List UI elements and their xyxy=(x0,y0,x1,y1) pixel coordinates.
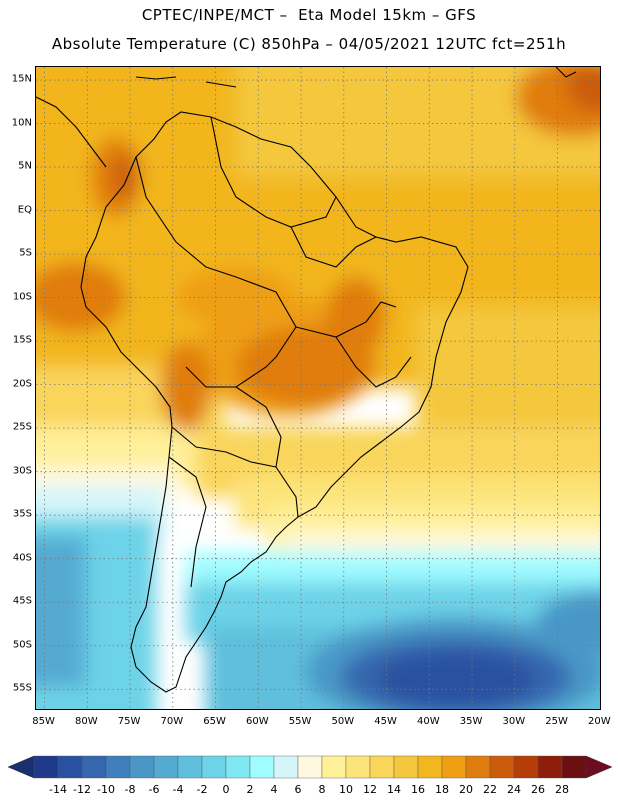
colorbar-swatch xyxy=(33,755,59,779)
lat-tick-label: 5N xyxy=(18,160,32,172)
temperature-colorbar xyxy=(7,755,613,779)
lat-tick-label: 10S xyxy=(12,291,32,303)
lon-tick-label: 35W xyxy=(459,716,483,727)
lat-tick-label: 45S xyxy=(12,595,32,607)
lat-tick-label: 30S xyxy=(12,465,32,477)
lon-tick-label: 45W xyxy=(374,716,397,727)
colorbar-tick-label: 18 xyxy=(435,783,449,796)
colorbar-tick-label: 22 xyxy=(483,783,497,796)
lat-lon-grid xyxy=(36,67,600,709)
colorbar-swatch xyxy=(177,755,203,779)
coastline-and-borders xyxy=(36,67,577,693)
lat-tick-label: 5S xyxy=(19,247,32,259)
colorbar-tick-label: 28 xyxy=(555,783,569,796)
colorbar-tick-label: -6 xyxy=(148,783,160,796)
temperature-field xyxy=(36,67,600,709)
lon-tick-label: 55W xyxy=(288,716,312,727)
colorbar-tick-label: 10 xyxy=(339,783,353,796)
lon-tick-label: 70W xyxy=(160,716,184,727)
colorbar-tick-label: -8 xyxy=(124,783,136,796)
colorbar-tick-label: 16 xyxy=(411,783,425,796)
lat-tick-label: 50S xyxy=(12,639,32,651)
colorbar-tick-label: 4 xyxy=(270,783,278,796)
lon-tick-label: 85W xyxy=(32,716,55,727)
colorbar-tick-label: 12 xyxy=(363,783,377,796)
colorbar-swatch xyxy=(561,755,587,779)
lon-tick-label: 80W xyxy=(74,716,98,727)
colorbar-tick-label: 24 xyxy=(507,783,521,796)
colorbar-tick-label: -2 xyxy=(196,783,208,796)
lat-tick-label: 35S xyxy=(12,508,32,520)
map-canvas xyxy=(36,67,600,709)
colorbar-tick-label: -14 xyxy=(49,783,67,796)
lat-tick-label: 25S xyxy=(12,421,32,433)
colorbar-swatch xyxy=(321,755,347,779)
colorbar-tick-label: 2 xyxy=(246,783,254,796)
colorbar-swatch xyxy=(417,755,443,779)
lon-tick-label: 75W xyxy=(117,716,141,727)
lon-tick-label: 40W xyxy=(416,716,440,727)
lat-tick-label: 55S xyxy=(12,682,32,694)
colorbar-high-arrow xyxy=(585,755,613,779)
colorbar-swatch xyxy=(273,755,299,779)
lon-tick-label: 25W xyxy=(545,716,568,727)
colorbar-swatch xyxy=(105,755,131,779)
colorbar-tick-label: 8 xyxy=(318,783,326,796)
colorbar-swatch xyxy=(513,755,539,779)
colorbar-tick-label: 0 xyxy=(222,783,230,796)
colorbar-swatch xyxy=(441,755,467,779)
colorbar-swatch xyxy=(81,755,107,779)
map-title-line-2: Absolute Temperature (C) 850hPa – 04/05/… xyxy=(51,35,567,53)
lon-tick-label: 50W xyxy=(331,716,355,727)
colorbar-tick-label: -10 xyxy=(97,783,115,796)
colorbar-tick-label: 26 xyxy=(531,783,545,796)
colorbar-low-arrow xyxy=(7,755,35,779)
colorbar-swatch xyxy=(489,755,515,779)
colorbar-tick-label: -12 xyxy=(73,783,91,796)
map-title-line-1: CPTEC/INPE/MCT – Eta Model 15km – GFS xyxy=(141,6,477,24)
lat-tick-label: 15N xyxy=(11,73,32,85)
lat-tick-label: 10N xyxy=(11,117,32,129)
colorbar-swatch xyxy=(297,755,323,779)
colorbar-swatch xyxy=(57,755,83,779)
colorbar-tick-label: 20 xyxy=(459,783,473,796)
colorbar-swatch xyxy=(129,755,155,779)
colorbar-swatch xyxy=(465,755,491,779)
colorbar-swatch xyxy=(345,755,371,779)
colorbar-swatch xyxy=(249,755,275,779)
lon-tick-label: 65W xyxy=(203,716,226,727)
colorbar-swatch xyxy=(537,755,563,779)
colorbar-swatch xyxy=(393,755,419,779)
lat-tick-label: 20S xyxy=(12,378,32,390)
colorbar-swatch xyxy=(369,755,395,779)
lat-tick-label: 15S xyxy=(12,334,32,346)
lon-tick-label: 60W xyxy=(245,716,269,727)
colorbar-tick-label: -4 xyxy=(172,783,184,796)
lat-tick-label: EQ xyxy=(17,204,32,216)
lon-tick-label: 30W xyxy=(502,716,526,727)
lon-tick-label: 20W xyxy=(587,716,611,727)
colorbar-swatch xyxy=(201,755,227,779)
colorbar-swatch xyxy=(153,755,179,779)
colorbar-swatch xyxy=(225,755,251,779)
colorbar-tick-label: 6 xyxy=(294,783,302,796)
lat-tick-label: 40S xyxy=(12,552,32,564)
temperature-map xyxy=(35,66,601,710)
colorbar-tick-label: 14 xyxy=(387,783,401,796)
